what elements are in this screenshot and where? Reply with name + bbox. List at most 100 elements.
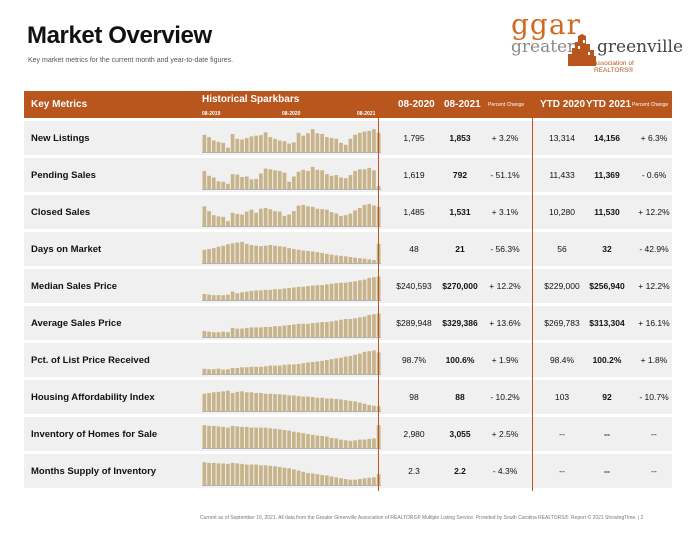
sparkbar [301,396,306,411]
sparkbar [310,206,315,226]
sparkbar [226,332,230,337]
sparkbar [343,400,348,411]
sparkbar [230,243,235,263]
sparkbar [296,286,301,300]
sparkbar [310,166,315,189]
sparkbar [357,402,362,411]
sparkbar [353,440,357,448]
table-row: Closed Sales 1,485 1,531 + 3.1% 10,280 11,530… [24,195,672,229]
sparkbar [249,464,254,485]
sparkbar [329,321,334,337]
sparkbar [216,368,221,374]
sparkbar [202,171,207,189]
sparkbar [339,478,343,485]
sparkbar [315,133,320,152]
sparkbar [254,135,259,152]
sparkbar [259,427,263,448]
sparkbar [273,394,277,411]
sparkbar [315,474,320,485]
sparkbar [348,213,353,226]
sparkbar [296,432,301,448]
sparkbar [367,314,372,337]
metric-label: Closed Sales [31,207,91,218]
sparkbar [211,248,216,263]
sparkbar [211,462,216,485]
sparkbar [301,323,306,337]
metric-label: Days on Market [31,244,102,255]
sparkbar [230,291,235,300]
sparkbar [282,325,287,337]
sparkbar [211,295,216,300]
metric-label: Housing Affordability Index [31,392,155,403]
sparkbar [277,211,282,226]
sparkbar [362,478,367,485]
sparkbar [249,327,254,337]
sparkbar [230,134,235,152]
table-row: New Listings 1,795 1,853 + 3.2% 13,314 14,156… [24,121,672,155]
sparkbar [244,392,249,411]
sparkbar [310,251,315,263]
sparkbar [372,170,376,189]
sparkbar [334,138,339,152]
sparkbar [292,176,296,189]
sparkbar [292,364,296,374]
sparkbar [268,428,273,448]
sparkbar [240,139,244,152]
value-ytdpct: + 12.2% [638,207,670,217]
sparkbar [324,398,329,411]
value-ytd2020: 103 [554,392,570,402]
sparkbar [310,323,315,337]
sparkbar [292,287,296,300]
value-v2020: 98.7% [401,355,427,365]
sparkbar [240,292,244,300]
sparkbar [348,138,353,152]
sparkbar [348,479,353,485]
sparkbar [221,391,226,411]
sparkbar [282,288,287,300]
sparkbar [367,130,372,152]
value-ytd2020: 11,433 [549,170,575,180]
sparkbar [372,405,376,411]
sparkbar [268,169,273,189]
sparkbar [320,436,324,448]
sparkbar [263,326,268,337]
sparkbar [235,463,240,485]
sparkbar [362,279,367,300]
sparkbar [329,476,334,485]
value-v2020: 2.3 [408,466,420,476]
value-pct: + 3.1% [491,207,519,217]
sparkbar-chart [202,276,381,301]
sparkbar [367,277,372,300]
sparkbar [372,205,376,226]
sparkbar [273,428,277,448]
sparkbar [216,246,221,263]
sparkbar [216,216,221,226]
sparkbar [230,425,235,448]
sparkbar [226,183,230,189]
sparkbar [320,134,324,152]
sparkbar [221,463,226,485]
sparkbar [353,318,357,337]
sparkbar [367,438,372,448]
spark-tick-1: 08-2020 [282,111,301,117]
sparkbar [230,393,235,411]
sparkbar [216,332,221,337]
sparkbar [202,249,207,263]
sparkbar [343,282,348,300]
sparkbar [306,133,310,152]
sparkbar [362,204,367,226]
value-pct: - 56.3% [490,244,520,254]
sparkbar [343,215,348,226]
sparkbar [277,326,282,337]
sparkbar [301,169,306,189]
sparkbar [263,289,268,300]
sparkbar-chart [202,129,381,153]
sparkbar [296,470,301,485]
sparkbar [324,284,329,300]
sparkbar [334,358,339,374]
sparkbar [259,208,263,226]
sparkbar [353,210,357,226]
sparkbar [249,427,254,448]
sparkbar [211,215,216,226]
metric-label: Median Sales Price [31,281,118,292]
